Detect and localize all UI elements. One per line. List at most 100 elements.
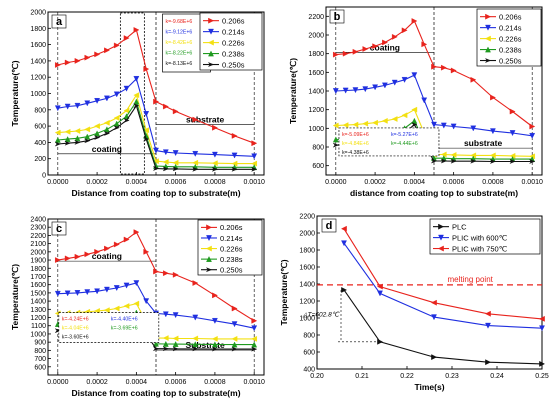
data-point bbox=[490, 94, 496, 101]
data-point bbox=[172, 335, 179, 342]
x-tick-label: 0.0008 bbox=[204, 379, 226, 386]
legend: 0.206s 0.214s 0.226s 0.238s 0.250s bbox=[199, 12, 263, 71]
data-point bbox=[489, 158, 497, 164]
data-point bbox=[143, 248, 150, 255]
data-point bbox=[162, 311, 169, 318]
chart-panel-b: 600 800 1000 1200 1400 1600 1800 2000 2200 0.0000… bbox=[288, 6, 543, 198]
data-point bbox=[123, 303, 130, 309]
data-point bbox=[113, 115, 120, 121]
legend-marker bbox=[208, 50, 214, 57]
data-point bbox=[153, 268, 160, 275]
data-point bbox=[55, 62, 61, 68]
data-point bbox=[133, 27, 140, 33]
y-tick-label: 1400 bbox=[299, 282, 315, 289]
data-point bbox=[430, 299, 437, 306]
data-point bbox=[341, 240, 347, 247]
data-point bbox=[192, 280, 199, 286]
data-point bbox=[391, 33, 398, 40]
data-point bbox=[54, 136, 61, 143]
zoom-box bbox=[119, 12, 145, 175]
data-point bbox=[440, 158, 447, 164]
series-0.214s bbox=[54, 76, 258, 160]
k-value-label: k=-3.60E+6 bbox=[62, 335, 89, 341]
data-point bbox=[528, 158, 536, 164]
data-point bbox=[539, 325, 545, 332]
y-tick-label: 1600 bbox=[299, 265, 315, 272]
chart-panel-d: 400 600 800 1000 1200 1400 1600 1800 2000 2200 0.2… bbox=[279, 214, 549, 393]
data-point bbox=[411, 72, 418, 79]
data-point bbox=[391, 116, 398, 122]
data-point bbox=[84, 133, 91, 140]
y-tick-label: 2000 bbox=[30, 10, 46, 17]
data-point bbox=[411, 18, 418, 24]
x-axis-label: distance from coating top to substrate(m… bbox=[350, 188, 518, 198]
panel-tag-box bbox=[321, 218, 337, 233]
data-point bbox=[231, 305, 238, 312]
legend-marker bbox=[207, 39, 214, 46]
data-point bbox=[163, 103, 169, 110]
data-point bbox=[103, 286, 110, 293]
data-point bbox=[342, 50, 349, 57]
data-point bbox=[103, 126, 110, 133]
data-point bbox=[342, 122, 349, 128]
data-point bbox=[192, 335, 199, 342]
data-point bbox=[94, 51, 101, 58]
legend-label: 0.226s bbox=[222, 38, 245, 47]
x-tick-label: 0.0006 bbox=[165, 179, 187, 186]
data-point bbox=[192, 346, 199, 352]
data-point bbox=[212, 124, 218, 131]
data-point bbox=[450, 123, 457, 130]
series-PLIC with 750℃ bbox=[340, 225, 545, 322]
y-tick-label: 1400 bbox=[308, 89, 324, 96]
panel-tag: b bbox=[334, 11, 341, 23]
data-point bbox=[103, 119, 110, 126]
k-value-label: k=-8.42E+6 bbox=[165, 40, 192, 46]
data-point bbox=[381, 82, 388, 89]
legend: PLC PLIC with 600℃ PLIC with 750℃ bbox=[429, 218, 541, 255]
data-point bbox=[172, 341, 179, 347]
legend-marker bbox=[485, 24, 491, 31]
y-tick-label: 1900 bbox=[30, 258, 46, 265]
y-tick-label: 2000 bbox=[299, 231, 315, 238]
data-point bbox=[421, 41, 428, 48]
k-value-label: k=-4.04E+6 bbox=[62, 326, 89, 332]
x-tick-label: 0.23 bbox=[445, 373, 459, 380]
data-point bbox=[162, 340, 169, 347]
data-point bbox=[411, 122, 418, 128]
k-value-label: k=-4.38E+6 bbox=[342, 150, 369, 156]
data-point bbox=[153, 98, 160, 105]
y-tick-label: 2200 bbox=[30, 233, 46, 240]
data-point bbox=[152, 165, 160, 172]
series-0.206s bbox=[333, 18, 536, 130]
y-tick-label: 2300 bbox=[30, 225, 46, 232]
series-0.250s bbox=[54, 103, 258, 172]
legend-marker bbox=[485, 13, 492, 20]
data-point bbox=[123, 35, 130, 42]
x-tick-label: 0.0006 bbox=[165, 379, 187, 386]
data-point bbox=[172, 108, 179, 115]
data-point bbox=[153, 340, 159, 347]
data-point bbox=[250, 346, 258, 352]
data-point bbox=[489, 128, 496, 135]
data-point bbox=[192, 151, 199, 157]
data-point bbox=[231, 346, 238, 352]
k-value-label: k=-4.24E+6 bbox=[62, 317, 89, 323]
data-point bbox=[192, 166, 199, 172]
legend-marker bbox=[206, 235, 212, 242]
panel-tag: c bbox=[56, 223, 62, 235]
y-tick-label: 1200 bbox=[30, 315, 46, 322]
data-point bbox=[64, 290, 71, 297]
data-point bbox=[231, 132, 238, 139]
legend-marker bbox=[206, 256, 212, 262]
data-point bbox=[103, 95, 110, 102]
panel-tag: a bbox=[56, 16, 63, 28]
data-point bbox=[211, 335, 218, 342]
legend-marker bbox=[206, 224, 213, 231]
data-point bbox=[143, 298, 150, 305]
data-point bbox=[172, 166, 179, 172]
x-tick-label: 0.0002 bbox=[86, 379, 108, 386]
y-tick-label: 1800 bbox=[308, 51, 324, 58]
data-point bbox=[143, 66, 150, 72]
y-tick-label: 800 bbox=[34, 348, 46, 355]
